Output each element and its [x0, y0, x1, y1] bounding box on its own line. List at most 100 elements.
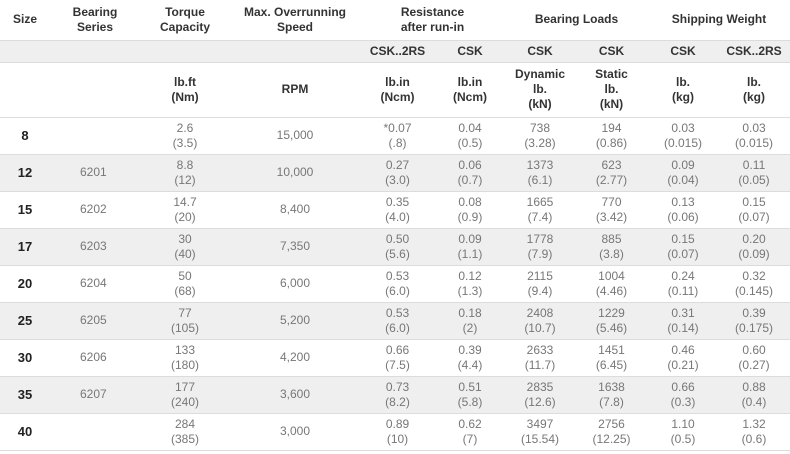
- cell-line: (0.4): [741, 394, 767, 409]
- cell-line: lb.: [747, 74, 762, 89]
- value-cell: 0.53 (6.0): [360, 265, 435, 303]
- size-cell: 40: [0, 413, 50, 451]
- unit-header: RPM: [230, 62, 360, 118]
- group-header: Shipping Weight: [648, 0, 790, 41]
- cell-line: (3.28): [524, 135, 556, 150]
- cell-line: 1451: [598, 342, 625, 357]
- cell-line: 30: [178, 231, 192, 246]
- data-row: 12 6201 8.8 (12) 10,000 0.27 (3.0) 0.06 (0.7) 137…: [0, 154, 790, 192]
- value-cell: 0.39 (4.4): [435, 339, 505, 377]
- value-cell: 0.03 (0.015): [718, 117, 790, 155]
- cell-line: Bearing: [72, 4, 118, 19]
- value-cell: 14.7 (20): [140, 191, 230, 229]
- value-cell: 2408 (10.7): [505, 302, 575, 340]
- value-cell: 6,000: [230, 265, 360, 303]
- cell-line: (4.0): [385, 209, 410, 224]
- cell-line: (105): [170, 320, 199, 335]
- cell-line: (3.42): [595, 209, 628, 224]
- cell-line: (0.6): [741, 431, 767, 446]
- cell-line: (5.46): [595, 320, 628, 335]
- cell-line: (0.175): [735, 320, 774, 335]
- cell-line: lb.: [676, 74, 691, 89]
- value-cell: 0.89 (10): [360, 413, 435, 451]
- cell-line: 177: [174, 379, 196, 394]
- value-cell: 1004 (4.46): [575, 265, 649, 303]
- cell-line: Size: [12, 12, 37, 27]
- cell-line: 10,000: [276, 165, 314, 179]
- value-cell: 1229 (5.46): [575, 302, 649, 340]
- group-header: Max. Overrunning Speed: [230, 0, 360, 41]
- cell-line: 0.53: [385, 268, 410, 283]
- cell-line: 0.15: [742, 194, 766, 209]
- cell-line: 1638: [598, 379, 625, 394]
- cell-line: 0.50: [385, 231, 410, 246]
- value-cell: 0.15 (0.07): [718, 191, 790, 229]
- cell-line: (0.09): [738, 246, 770, 261]
- value-cell: 1.32 (0.6): [718, 413, 790, 451]
- group-header: Resistance after run-in: [360, 0, 505, 41]
- size-cell: 20: [0, 265, 50, 303]
- value-cell: 0.88 (0.4): [718, 376, 790, 414]
- cell-line: 2115: [527, 268, 553, 283]
- cell-line: 2835: [526, 379, 554, 394]
- value-cell: 0.35 (4.0): [360, 191, 435, 229]
- cell-line: 2756: [598, 416, 625, 431]
- cell-line: (0.05): [738, 172, 770, 187]
- cell-line: 0.04: [458, 120, 482, 135]
- cell-line: (1.3): [457, 283, 483, 298]
- cell-line: (0.06): [667, 209, 699, 224]
- value-cell: 0.09 (0.04): [648, 154, 719, 192]
- cell-line: Resistance: [400, 4, 465, 19]
- cell-line: 3,000: [279, 424, 311, 438]
- cell-line: 0.15: [671, 231, 695, 246]
- cell-line: (8.2): [385, 394, 410, 409]
- cell-line: lb.ft: [174, 74, 196, 89]
- value-cell: 738 (3.28): [505, 117, 575, 155]
- cell-line: 0.24: [671, 268, 695, 283]
- size-cell: 25: [0, 302, 50, 340]
- series-cell: 6206: [50, 339, 140, 377]
- cell-line: 0.89: [385, 416, 410, 431]
- cell-line: 0.88: [742, 379, 766, 394]
- cell-line: 0.03: [742, 120, 766, 135]
- cell-line: 2408: [526, 305, 554, 320]
- value-cell: 1373 (6.1): [505, 154, 575, 192]
- cell-line: 0.66: [385, 342, 410, 357]
- cell-line: 0.09: [671, 157, 695, 172]
- cell-line: 133: [174, 342, 196, 357]
- unit-header: Dynamic lb. (kN): [505, 62, 575, 118]
- cell-line: (10): [386, 431, 409, 446]
- cell-line: (6.45): [595, 357, 628, 372]
- cell-line: (0.11): [667, 283, 699, 298]
- cell-line: 0.62: [458, 416, 482, 431]
- size-cell: 17: [0, 228, 50, 266]
- value-cell: 1.10 (0.5): [648, 413, 719, 451]
- cell-line: (kN): [528, 97, 552, 111]
- value-cell: 1665 (7.4): [505, 191, 575, 229]
- cell-line: 0.66: [671, 379, 695, 394]
- cell-line: (kg): [743, 89, 766, 104]
- cell-line: (0.04): [667, 172, 699, 187]
- group-header: Bearing Loads: [505, 0, 649, 41]
- cell-line: (6.0): [385, 283, 410, 298]
- subheader: CSK: [575, 40, 649, 63]
- subheader: CSK..2RS: [718, 40, 790, 63]
- cell-line: (0.5): [457, 135, 483, 150]
- size-cell: 30: [0, 339, 50, 377]
- data-row: 30 6206 133 (180) 4,200 0.66 (7.5) 0.39 (4.4) 263…: [0, 339, 790, 377]
- cell-line: (0.27): [738, 357, 770, 372]
- cell-line: 7,350: [279, 239, 311, 253]
- value-cell: 0.24 (0.11): [648, 265, 719, 303]
- cell-line: lb.in: [457, 74, 483, 89]
- cell-line: lb.: [604, 82, 619, 96]
- cell-line: 623: [601, 157, 622, 172]
- cell-line: (12.6): [524, 394, 556, 409]
- value-cell: 30 (40): [140, 228, 230, 266]
- cell-line: 0.73: [385, 379, 410, 394]
- cell-line: Capacity: [159, 19, 211, 34]
- group-header: Bearing Series: [50, 0, 140, 41]
- cell-line: (7): [462, 431, 478, 446]
- cell-line: (kg): [672, 89, 695, 104]
- cell-line: Torque: [165, 4, 205, 19]
